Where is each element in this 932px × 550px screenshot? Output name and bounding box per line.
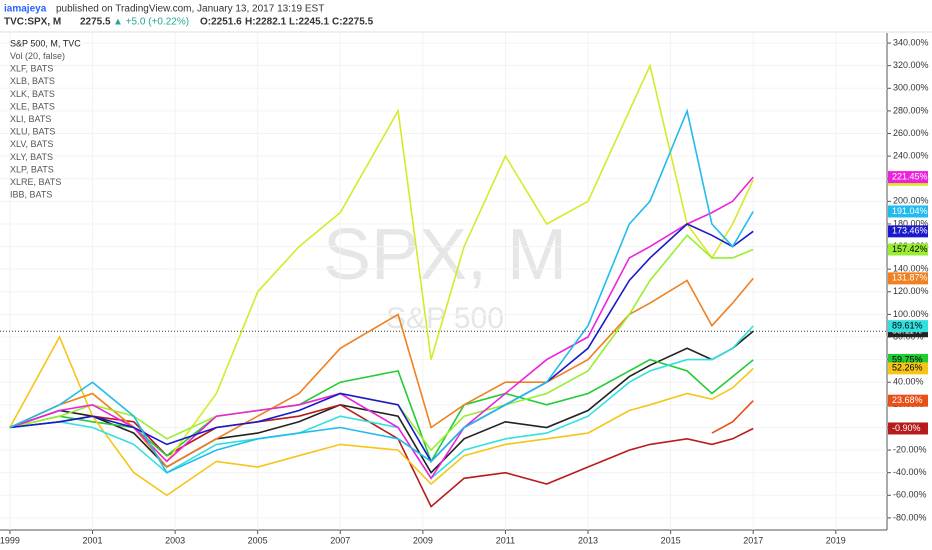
- last-value-box: [888, 422, 928, 435]
- legend-entry: XLB, BATS: [10, 76, 55, 86]
- change: ▲ +5.0 (+0.22%): [113, 17, 189, 28]
- last-value-label: 157.42%: [892, 244, 928, 254]
- series-line: [9, 176, 754, 480]
- last-value-label: -0.90%: [892, 423, 921, 433]
- legend-entry: XLI, BATS: [10, 114, 51, 124]
- author[interactable]: iamajeya: [4, 4, 47, 15]
- y-tick-label: 280.00%: [893, 105, 929, 115]
- legend-entry: XLRE, BATS: [10, 177, 61, 187]
- y-tick-label: 180.00%: [893, 218, 929, 228]
- legend-entry: XLV, BATS: [10, 139, 53, 149]
- y-tick-label: 120.00%: [893, 286, 929, 296]
- y-tick-label: 320.00%: [893, 60, 929, 70]
- last-value-box: [888, 243, 928, 256]
- y-tick-label: 300.00%: [893, 83, 929, 93]
- y-tick-label: 100.00%: [893, 309, 929, 319]
- series-line: [711, 400, 754, 434]
- series-line: [9, 330, 754, 475]
- open: O:2251.6: [200, 17, 242, 28]
- last-value-label: 173.46%: [892, 226, 928, 236]
- legend-entry: XLY, BATS: [10, 152, 53, 162]
- y-tick-label: 200.00%: [893, 196, 929, 206]
- published: published on TradingView.com, January 13…: [56, 4, 324, 15]
- x-tick-label: 2015: [661, 535, 681, 545]
- y-tick-label: 260.00%: [893, 128, 929, 138]
- low: L:2245.1: [289, 17, 329, 28]
- y-tick-label: -20.00%: [893, 444, 927, 454]
- y-tick-label: 240.00%: [893, 150, 929, 160]
- y-tick-label: 40.00%: [893, 377, 924, 387]
- x-tick-label: 2003: [165, 535, 185, 545]
- last-value-label: 191.04%: [892, 206, 928, 216]
- price: 2275.5: [80, 17, 111, 28]
- watermark-sub: S&P 500: [386, 302, 504, 335]
- close: C:2275.5: [332, 17, 374, 28]
- last-value-box: [888, 225, 928, 238]
- x-tick-label: 2013: [578, 535, 598, 545]
- x-tick-label: 2001: [82, 535, 102, 545]
- x-tick-label: 2019: [826, 535, 846, 545]
- x-tick-label: 2005: [248, 535, 268, 545]
- x-tick-label: 2007: [330, 535, 350, 545]
- x-tick-label: 2009: [413, 535, 433, 545]
- last-value-label: 131.87%: [892, 273, 928, 283]
- last-value-label: 23.68%: [892, 395, 923, 405]
- legend-entry: XLK, BATS: [10, 89, 55, 99]
- last-value-box: [888, 272, 928, 285]
- legend-entry: XLU, BATS: [10, 127, 55, 137]
- series-line: [9, 108, 754, 474]
- plot: [0, 63, 887, 508]
- y-tick-label: -60.00%: [893, 490, 927, 500]
- legend-entry: IBB, BATS: [10, 190, 52, 200]
- legend-entry: XLE, BATS: [10, 101, 55, 111]
- y-tick-label: -80.00%: [893, 512, 927, 522]
- last-value-box: [888, 320, 928, 333]
- series-line: [9, 234, 754, 452]
- high: H:2282.1: [245, 17, 287, 28]
- watermark: SPX, M: [323, 215, 567, 295]
- symbol: TVC:SPX, M: [4, 17, 61, 28]
- last-value-label: 59.75%: [892, 354, 923, 364]
- x-tick-label: 1999: [0, 535, 20, 545]
- last-value-box: [888, 362, 928, 375]
- y-tick-label: 140.00%: [893, 264, 929, 274]
- legend-entry: XLF, BATS: [10, 64, 53, 74]
- legend-entry: S&P 500, M, TVC: [10, 38, 81, 48]
- y-tick-label: 340.00%: [893, 37, 929, 47]
- last-value-box: [888, 394, 928, 407]
- series-line: [9, 277, 754, 469]
- legend-entry: XLP, BATS: [10, 164, 54, 174]
- x-tick-label: 2011: [496, 535, 515, 545]
- x-tick-label: 2017: [743, 535, 763, 545]
- legend-entry: Vol (20, false): [10, 51, 65, 61]
- last-value-label: 52.26%: [892, 363, 923, 373]
- last-value-box: [888, 171, 928, 184]
- y-tick-label: -40.00%: [893, 467, 927, 477]
- last-value-label: 221.45%: [892, 171, 928, 181]
- last-value-label: 89.61%: [892, 321, 923, 331]
- series-line: [9, 335, 754, 497]
- last-value-box: [888, 205, 928, 218]
